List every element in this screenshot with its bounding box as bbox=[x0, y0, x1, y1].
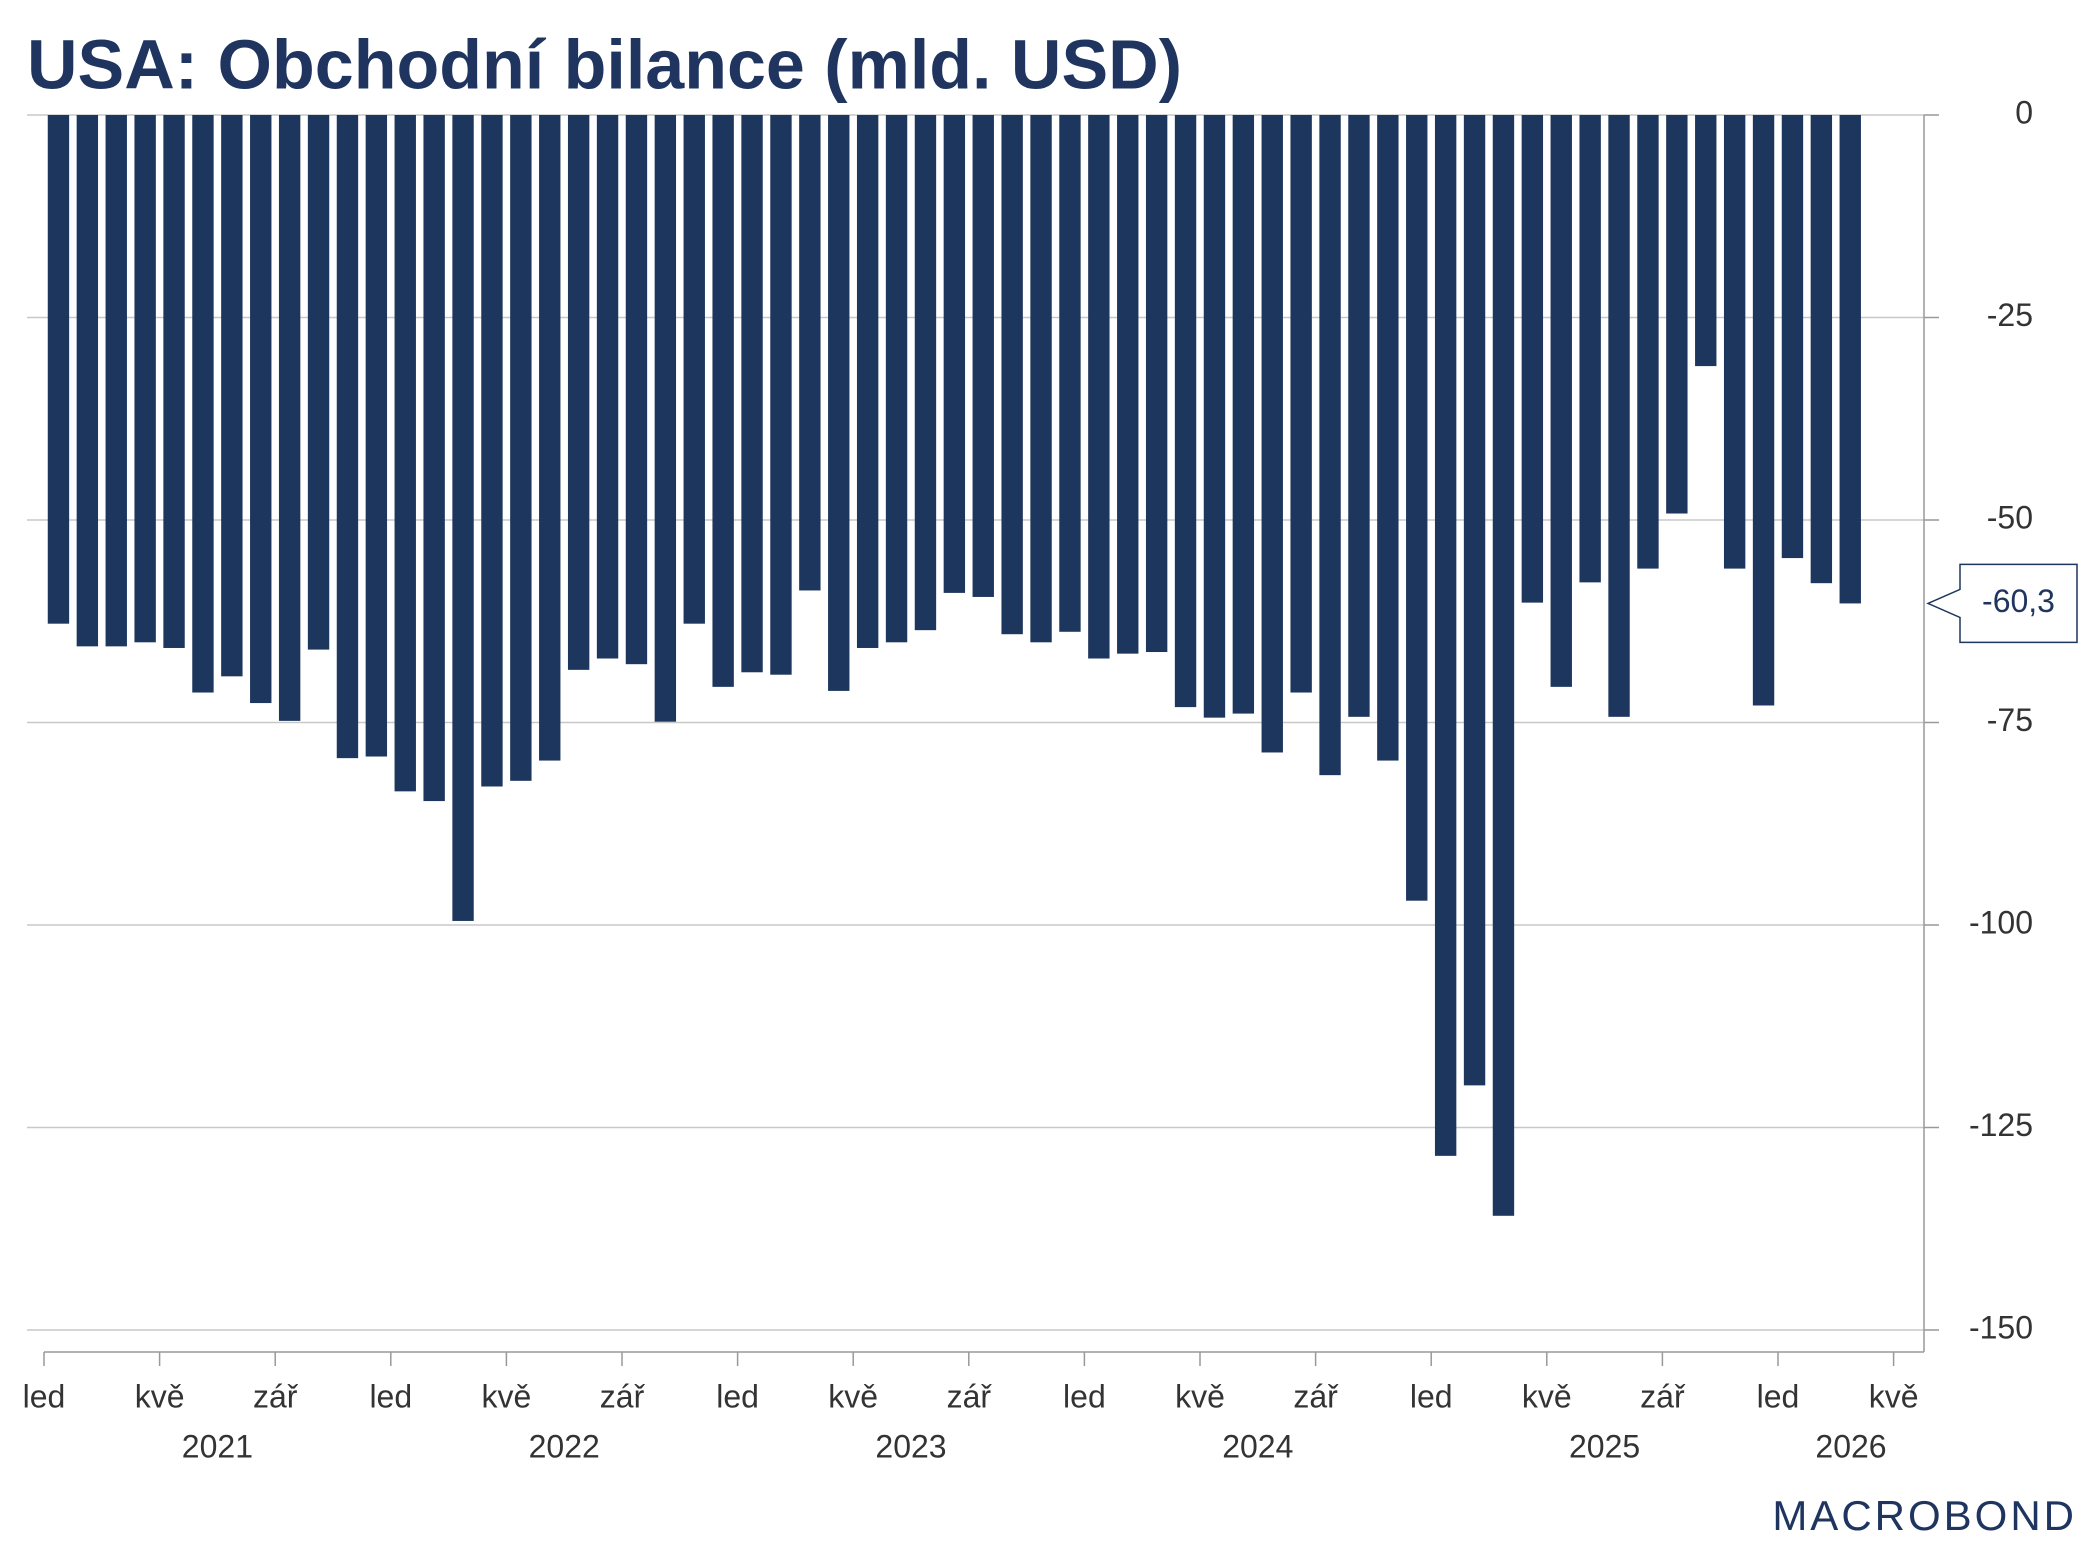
x-tick-label: led bbox=[369, 1378, 412, 1414]
bar bbox=[336, 115, 359, 759]
y-tick-label: -150 bbox=[1969, 1309, 2033, 1345]
x-tick-label: led bbox=[716, 1378, 759, 1414]
bar bbox=[1059, 115, 1081, 632]
year-label: 2026 bbox=[1815, 1428, 1886, 1464]
bar bbox=[1723, 115, 1746, 569]
bar bbox=[1550, 115, 1572, 687]
x-tick-label: kvě bbox=[1869, 1378, 1919, 1414]
bar bbox=[1752, 115, 1775, 706]
x-tick-label: led bbox=[1757, 1378, 1800, 1414]
x-tick-label: zář bbox=[1640, 1378, 1686, 1414]
x-tick-label: zář bbox=[600, 1378, 646, 1414]
year-label: 2021 bbox=[182, 1428, 253, 1464]
bar bbox=[221, 115, 243, 677]
bar bbox=[394, 115, 416, 792]
bar bbox=[712, 115, 734, 687]
bar bbox=[47, 115, 70, 624]
bar bbox=[1030, 115, 1052, 643]
y-tick-label: -50 bbox=[1987, 499, 2033, 535]
value-label: -60,3 bbox=[1982, 583, 2055, 619]
bar bbox=[828, 115, 850, 691]
year-label: 2023 bbox=[875, 1428, 946, 1464]
bar bbox=[1810, 115, 1833, 584]
y-tick-label: -100 bbox=[1969, 904, 2033, 940]
bar bbox=[1174, 115, 1197, 708]
bar bbox=[1521, 115, 1544, 603]
bar bbox=[539, 115, 561, 761]
bar bbox=[134, 115, 156, 643]
bar bbox=[1434, 115, 1457, 1156]
bar bbox=[799, 115, 821, 591]
y-tick-label: 0 bbox=[2015, 94, 2033, 130]
x-tick-label: kvě bbox=[1175, 1378, 1225, 1414]
chart-title: USA: Obchodní bilance (mld. USD) bbox=[27, 25, 1182, 103]
bar bbox=[1377, 115, 1399, 761]
bar bbox=[972, 115, 994, 597]
bar bbox=[1348, 115, 1370, 717]
x-tick-label: kvě bbox=[1522, 1378, 1572, 1414]
bar bbox=[1463, 115, 1486, 1086]
bar bbox=[654, 115, 677, 722]
x-tick-label: zář bbox=[253, 1378, 299, 1414]
bar bbox=[250, 115, 272, 704]
bar bbox=[770, 115, 792, 675]
bar bbox=[76, 115, 99, 647]
bar bbox=[1261, 115, 1283, 753]
bar bbox=[452, 115, 474, 921]
bar bbox=[192, 115, 214, 693]
bar bbox=[1839, 115, 1861, 604]
year-label: 2022 bbox=[529, 1428, 600, 1464]
x-tick-label: zář bbox=[1293, 1378, 1339, 1414]
bar bbox=[510, 115, 532, 781]
bar bbox=[163, 115, 185, 648]
bar bbox=[943, 115, 966, 593]
x-tick-label: zář bbox=[947, 1378, 993, 1414]
y-tick-label: -125 bbox=[1969, 1107, 2033, 1143]
x-tick-label: kvě bbox=[828, 1378, 878, 1414]
bar bbox=[278, 115, 301, 721]
bar bbox=[1406, 115, 1428, 901]
bar bbox=[307, 115, 330, 650]
callout-box bbox=[1926, 563, 2078, 644]
bar bbox=[1203, 115, 1226, 718]
bar bbox=[596, 115, 619, 659]
bar bbox=[1117, 115, 1139, 654]
logo: MACROBOND bbox=[1772, 1492, 2077, 1539]
bar bbox=[914, 115, 937, 631]
bar bbox=[1666, 115, 1688, 514]
year-label: 2025 bbox=[1569, 1428, 1640, 1464]
bar bbox=[1492, 115, 1515, 1216]
x-tick-label: led bbox=[1410, 1378, 1453, 1414]
bar bbox=[885, 115, 908, 643]
bar bbox=[1290, 115, 1312, 693]
bar bbox=[1232, 115, 1255, 714]
bar bbox=[1319, 115, 1341, 776]
bar bbox=[1781, 115, 1804, 559]
bar bbox=[683, 115, 705, 624]
bar bbox=[567, 115, 590, 670]
bar bbox=[365, 115, 388, 757]
bar bbox=[1088, 115, 1110, 659]
bar bbox=[1637, 115, 1659, 569]
year-label: 2024 bbox=[1222, 1428, 1293, 1464]
x-tick-label: led bbox=[1063, 1378, 1106, 1414]
bar bbox=[1695, 115, 1717, 367]
bar bbox=[625, 115, 648, 665]
bar bbox=[1001, 115, 1023, 635]
y-tick-label: -75 bbox=[1987, 702, 2033, 738]
x-tick-label: kvě bbox=[482, 1378, 532, 1414]
x-tick-label: led bbox=[23, 1378, 66, 1414]
bar bbox=[423, 115, 445, 802]
bar bbox=[1579, 115, 1601, 583]
x-tick-label: kvě bbox=[135, 1378, 185, 1414]
bar bbox=[481, 115, 503, 787]
bar bbox=[856, 115, 879, 648]
y-tick-label: -25 bbox=[1987, 297, 2033, 333]
bar bbox=[1145, 115, 1168, 653]
bar bbox=[105, 115, 127, 647]
bar bbox=[1608, 115, 1630, 717]
bar bbox=[741, 115, 763, 673]
